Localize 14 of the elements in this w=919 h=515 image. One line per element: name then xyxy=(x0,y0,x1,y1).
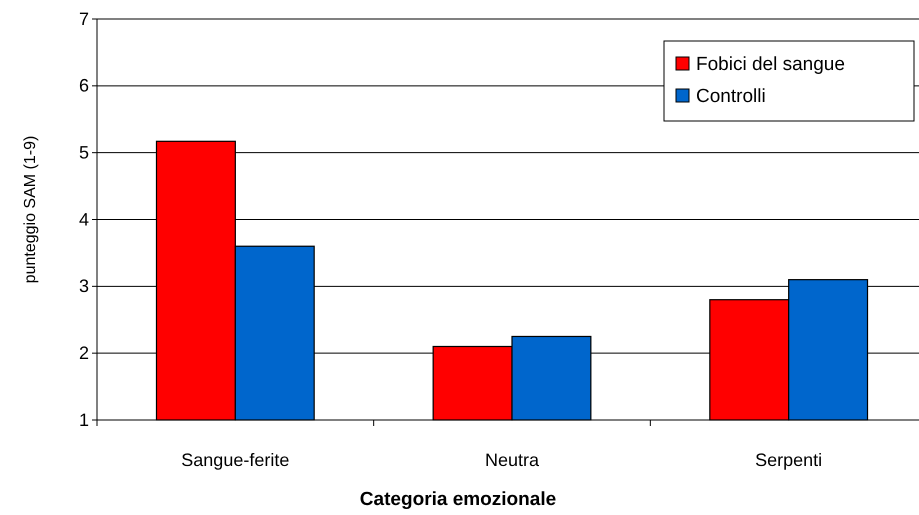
y-tick-label: 2 xyxy=(78,342,89,363)
legend-label: Controlli xyxy=(696,86,766,107)
y-tick-label: 7 xyxy=(78,8,89,29)
y-axis-title: punteggio SAM (1-9) xyxy=(22,136,39,284)
y-tick-label: 6 xyxy=(78,76,89,96)
x-axis-title: Categoria emozionale xyxy=(360,489,556,510)
legend-label: Fobici del sangue xyxy=(696,54,845,75)
x-tick-label: Serpenti xyxy=(755,450,822,470)
y-tick-label: 1 xyxy=(78,410,89,430)
y-tick-label: 3 xyxy=(78,276,89,296)
x-tick-label: Neutra xyxy=(484,450,540,470)
x-tick-label: Sangue-ferite xyxy=(181,450,290,470)
y-tick-label: 4 xyxy=(78,209,89,230)
y-tick-label: 5 xyxy=(78,142,89,162)
